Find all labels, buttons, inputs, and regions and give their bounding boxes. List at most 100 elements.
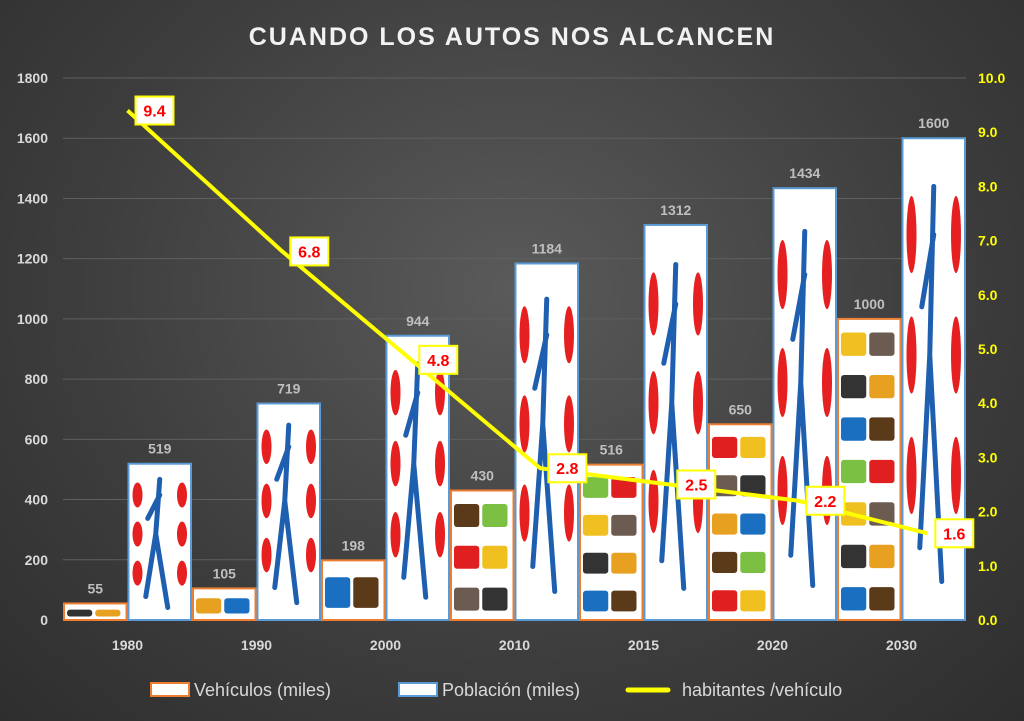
runner-icon <box>401 361 429 600</box>
y-left-tick-label: 200 <box>25 552 49 568</box>
population-data-label: 1600 <box>918 115 949 131</box>
population-data-label: 719 <box>277 381 301 397</box>
line-data-label-box <box>934 518 975 549</box>
car-icon <box>740 436 766 458</box>
car-icon <box>712 590 738 612</box>
target-icon <box>906 316 917 394</box>
target-icon <box>648 272 659 336</box>
target-icon <box>951 316 961 394</box>
car-icon <box>454 545 480 569</box>
target-icon <box>132 560 143 586</box>
vehicle-data-label: 198 <box>342 537 366 553</box>
target-icon <box>951 436 961 515</box>
target-icon <box>132 521 143 547</box>
y-left-tick-label: 1400 <box>17 190 48 206</box>
y-right-tick-label: 4.0 <box>978 395 998 411</box>
car-icon <box>325 577 351 608</box>
car-icon <box>841 374 867 399</box>
car-icon <box>841 544 867 569</box>
line-data-label-box <box>676 469 717 500</box>
x-tick-label: 2015 <box>628 637 659 653</box>
vehicle-data-label: 430 <box>471 468 495 484</box>
target-icon <box>564 395 574 453</box>
y-right-tick-label: 7.0 <box>978 233 998 249</box>
y-right-tick-label: 5.0 <box>978 341 998 357</box>
target-icon <box>906 196 917 274</box>
car-icon <box>482 545 508 569</box>
target-icon <box>822 240 832 310</box>
population-data-label: 1434 <box>789 165 820 181</box>
line-data-label: 9.4 <box>143 104 165 121</box>
target-icon <box>564 484 574 542</box>
population-data-label: 944 <box>406 313 430 329</box>
target-icon <box>693 272 703 336</box>
y-left-tick-label: 1000 <box>17 311 48 327</box>
car-icon <box>583 514 609 536</box>
population-data-label: 1184 <box>532 240 563 256</box>
target-icon <box>519 484 530 542</box>
car-icon <box>482 587 508 611</box>
target-icon <box>306 537 316 573</box>
target-icon <box>519 395 530 453</box>
target-icon <box>777 240 788 310</box>
target-icon <box>648 469 659 534</box>
target-icon <box>177 560 187 586</box>
y-right-tick-label: 2.0 <box>978 504 998 520</box>
line-data-label: 2.5 <box>685 478 707 495</box>
car-icon <box>611 552 637 574</box>
x-tick-label: 2010 <box>499 637 530 653</box>
car-icon <box>454 503 480 527</box>
y-right-tick-label: 9.0 <box>978 124 998 140</box>
line-data-label: 6.8 <box>298 244 320 261</box>
car-icon <box>583 590 609 612</box>
runner-icon <box>143 476 171 610</box>
population-data-label: 519 <box>148 441 172 457</box>
y-right-tick-label: 3.0 <box>978 449 998 465</box>
target-icon <box>906 436 917 515</box>
car-icon <box>841 417 867 441</box>
target-icon <box>777 455 788 526</box>
target-icon <box>648 371 659 435</box>
runner-icon <box>788 228 816 588</box>
target-icon <box>177 482 187 508</box>
vehicle-data-label: 55 <box>87 580 103 596</box>
y-left-tick-label: 1200 <box>17 251 48 267</box>
line-data-label-box <box>418 344 459 375</box>
car-icon <box>841 587 867 611</box>
legend-vehicle-label: Vehículos (miles) <box>194 680 331 700</box>
y-right-tick-label: 6.0 <box>978 287 998 303</box>
line-data-label: 2.2 <box>814 494 836 511</box>
car-icon <box>869 544 895 569</box>
car-icon <box>482 503 508 527</box>
legend-population-label: Población (miles) <box>442 680 580 700</box>
car-icon <box>611 514 637 536</box>
legend-vehicle-swatch <box>150 682 190 697</box>
y-left-tick-label: 1600 <box>17 130 48 146</box>
x-tick-label: 2030 <box>886 637 917 653</box>
y-right-tick-label: 0.0 <box>978 612 998 628</box>
target-icon <box>822 347 832 418</box>
y-right-tick-label: 10.0 <box>978 70 1005 86</box>
target-icon <box>564 306 574 364</box>
x-tick-label: 2000 <box>370 637 401 653</box>
car-icon <box>95 609 121 617</box>
target-icon <box>693 371 703 435</box>
x-tick-label: 1980 <box>112 637 143 653</box>
runner-icon <box>530 296 558 594</box>
target-icon <box>519 306 530 364</box>
runner-icon <box>272 422 300 606</box>
car-icon <box>869 417 895 441</box>
habitantes-line <box>126 109 928 536</box>
car-icon <box>67 609 93 617</box>
target-icon <box>261 537 272 573</box>
target-icon <box>390 511 401 558</box>
car-icon <box>196 598 222 614</box>
target-icon <box>306 483 316 519</box>
target-icon <box>177 521 187 547</box>
line-data-label: 1.6 <box>943 526 965 543</box>
car-icon <box>841 332 867 356</box>
line-data-label-box <box>547 453 588 484</box>
car-icon <box>869 459 895 484</box>
car-icon <box>712 436 738 458</box>
target-icon <box>390 369 401 416</box>
